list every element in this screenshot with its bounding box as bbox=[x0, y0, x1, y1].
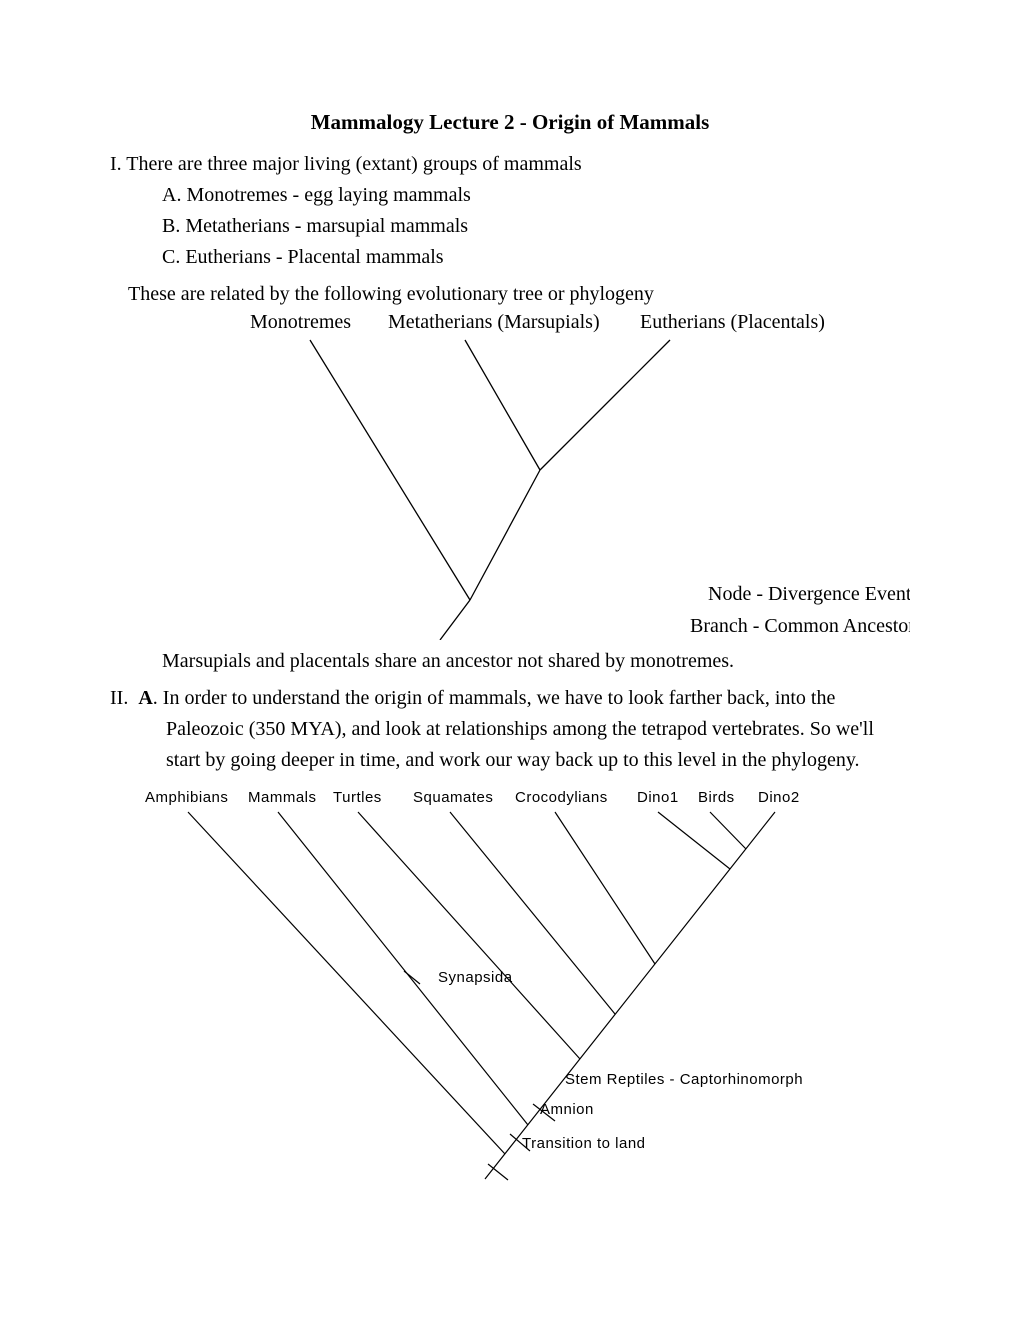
page: Mammalogy Lecture 2 - Origin of Mammals … bbox=[0, 0, 1020, 1320]
tree1-notes: Node - Divergence Event Branch - Common … bbox=[690, 583, 910, 637]
label-squamates: Squamates bbox=[413, 789, 493, 806]
branch-label-transition: Transition to land bbox=[522, 1135, 646, 1152]
tree2-taxa-labels: Amphibians Mammals Turtles Squamates Cro… bbox=[145, 789, 800, 806]
label-amphibians: Amphibians bbox=[145, 789, 228, 806]
tree2-branches bbox=[188, 812, 775, 1180]
label-dino1: Dino1 bbox=[637, 789, 679, 806]
section1-related-by: These are related by the following evolu… bbox=[110, 279, 910, 310]
tree1-branches bbox=[310, 340, 670, 640]
label-birds: Birds bbox=[698, 789, 735, 806]
section2-label: II. bbox=[110, 687, 128, 709]
note-branch: Branch - Common Ancestor bbox=[690, 615, 910, 637]
branch-label-stem-reptiles: Stem Reptiles - Captorhinomorph bbox=[565, 1071, 803, 1088]
section2: II. A. In order to understand the origin… bbox=[110, 683, 910, 776]
label-crocodylians: Crocodylians bbox=[515, 789, 608, 806]
section1-item-b: B. Metatherians - marsupial mammals bbox=[110, 211, 910, 242]
label-dino2: Dino2 bbox=[758, 789, 800, 806]
mammal-phylogeny-tree: Monotremes Metatherians (Marsupials) Eut… bbox=[110, 310, 910, 640]
page-title: Mammalogy Lecture 2 - Origin of Mammals bbox=[110, 110, 910, 135]
tree1-taxa-labels: Monotremes Metatherians (Marsupials) Eut… bbox=[250, 311, 825, 333]
note-node: Node - Divergence Event bbox=[708, 583, 910, 605]
branch-label-synapsida: Synapsida bbox=[438, 969, 513, 986]
section1-item-c: C. Eutherians - Placental mammals bbox=[110, 242, 910, 273]
section2-line2: Paleozoic (350 MYA), and look at relatio… bbox=[110, 714, 910, 745]
tree2-branch-labels: Synapsida Stem Reptiles - Captorhinomorp… bbox=[404, 969, 803, 1152]
label-mammals: Mammals bbox=[248, 789, 317, 806]
label-turtles: Turtles bbox=[333, 789, 382, 806]
caption-tree1: Marsupials and placentals share an ances… bbox=[110, 646, 910, 677]
section1-heading: I. There are three major living (extant)… bbox=[110, 149, 910, 180]
tetrapod-phylogeny-tree: Amphibians Mammals Turtles Squamates Cro… bbox=[110, 784, 910, 1184]
label-monotremes: Monotremes bbox=[250, 311, 351, 333]
branch-label-amnion: Amnion bbox=[540, 1101, 594, 1118]
label-eutherians: Eutherians (Placentals) bbox=[640, 311, 825, 333]
section1-item-a: A. Monotremes - egg laying mammals bbox=[110, 180, 910, 211]
section2-bold-a: A bbox=[138, 687, 152, 709]
section2-text-first: . In order to understand the origin of m… bbox=[153, 687, 836, 709]
label-metatherians: Metatherians (Marsupials) bbox=[388, 311, 600, 333]
section2-line3: start by going deeper in time, and work … bbox=[110, 745, 910, 776]
